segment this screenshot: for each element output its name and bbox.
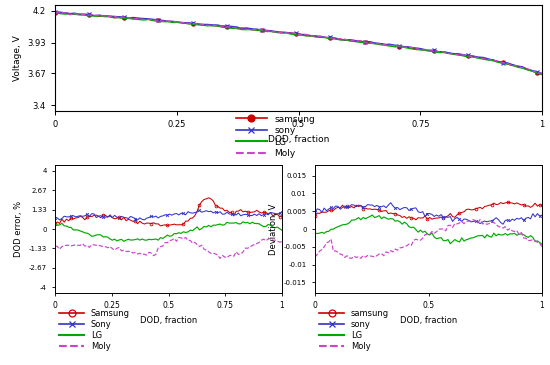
Legend: samsung, sony, LG, Moly: samsung, sony, LG, Moly bbox=[319, 309, 389, 351]
Y-axis label: Deviation, V: Deviation, V bbox=[270, 203, 278, 255]
Y-axis label: Voltage, V: Voltage, V bbox=[13, 35, 21, 81]
Y-axis label: DOD error, %: DOD error, % bbox=[14, 201, 23, 257]
Legend: Samsung, Sony, LG, Moly: Samsung, Sony, LG, Moly bbox=[59, 309, 130, 351]
X-axis label: DOD, fraction: DOD, fraction bbox=[268, 135, 329, 143]
X-axis label: DOD, fraction: DOD, fraction bbox=[140, 316, 197, 325]
X-axis label: DOD, fraction: DOD, fraction bbox=[400, 316, 457, 325]
Legend: samsung, sony, LG, Moly: samsung, sony, LG, Moly bbox=[235, 115, 315, 158]
